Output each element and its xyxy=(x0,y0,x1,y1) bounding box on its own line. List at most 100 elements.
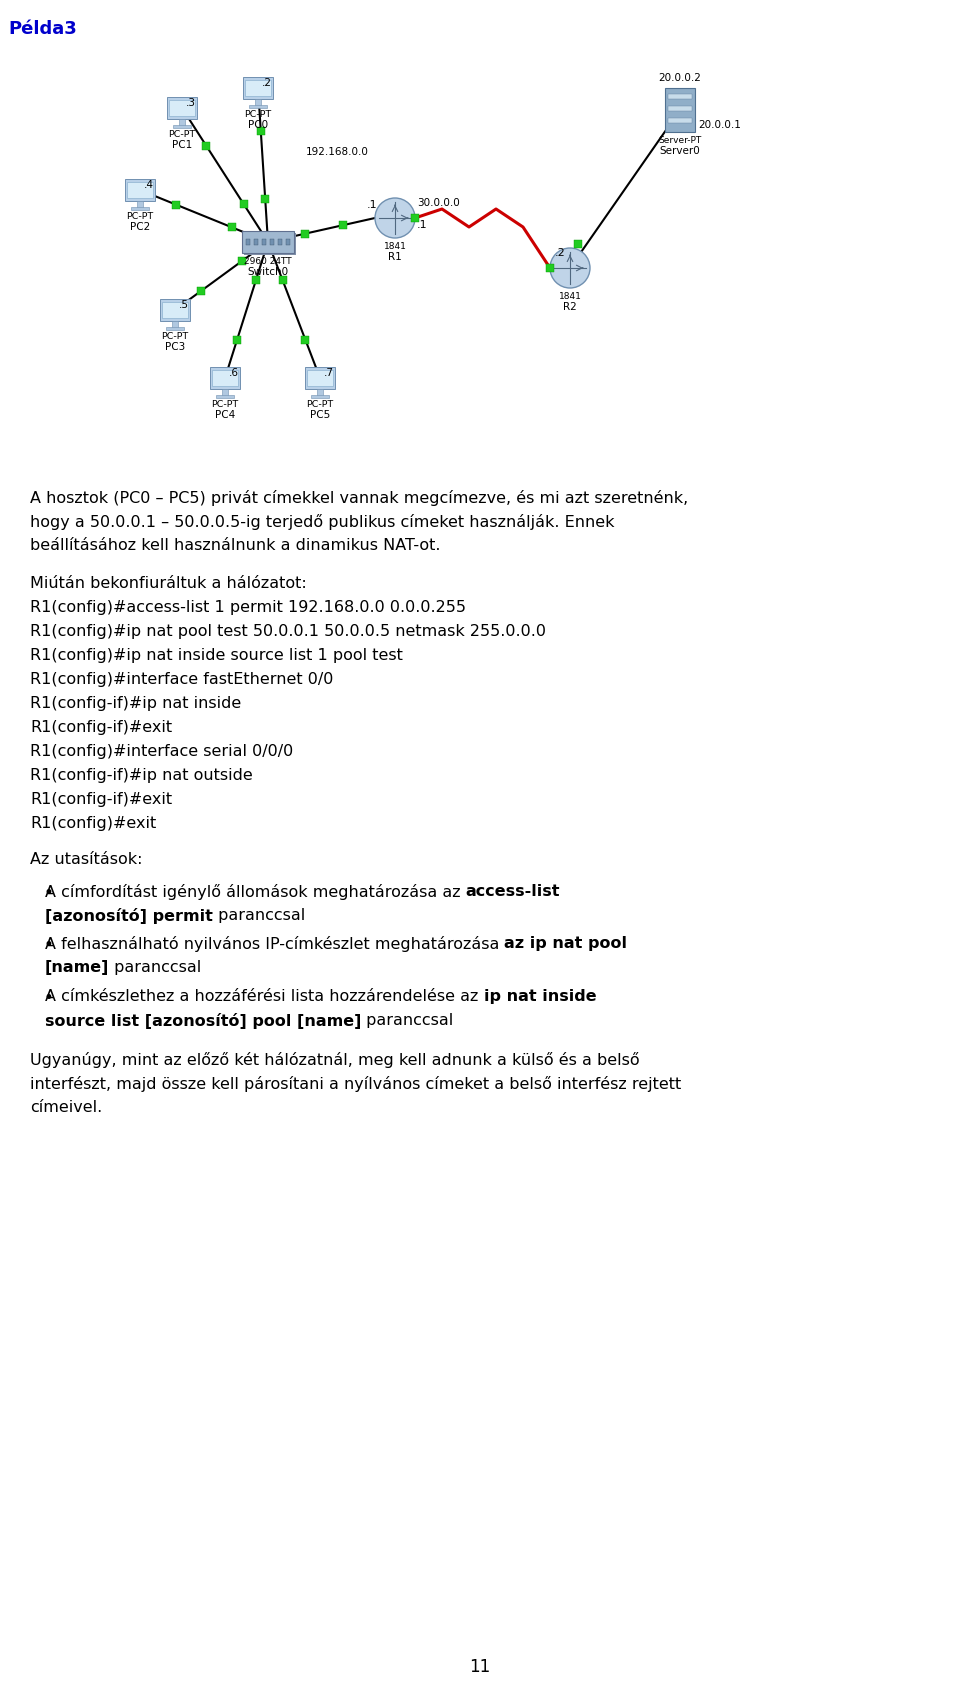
Bar xyxy=(243,78,273,99)
Text: R1(config-if)#exit: R1(config-if)#exit xyxy=(30,721,172,735)
Bar xyxy=(278,239,282,244)
Text: .1: .1 xyxy=(417,221,427,229)
Bar xyxy=(216,394,234,398)
Bar xyxy=(167,98,197,120)
Text: Ugyanúgy, mint az előző két hálózatnál, meg kell adnunk a külső és a belső: Ugyanúgy, mint az előző két hálózatnál, … xyxy=(30,1051,639,1068)
Text: R2: R2 xyxy=(564,302,577,312)
Text: az ip nat pool: az ip nat pool xyxy=(505,937,628,952)
Text: PC0: PC0 xyxy=(248,120,268,130)
Text: Switch0: Switch0 xyxy=(248,266,289,276)
Bar xyxy=(137,201,143,207)
Circle shape xyxy=(375,199,415,238)
Bar xyxy=(172,322,178,329)
Text: PC1: PC1 xyxy=(172,140,192,150)
Text: R1(config)#exit: R1(config)#exit xyxy=(30,817,156,831)
Text: R1(config-if)#exit: R1(config-if)#exit xyxy=(30,792,172,807)
Text: paranccsal: paranccsal xyxy=(213,908,305,923)
Bar xyxy=(222,389,228,396)
Text: PC-PT: PC-PT xyxy=(211,399,239,409)
Text: Példa3: Példa3 xyxy=(8,20,77,39)
Text: [name]: [name] xyxy=(45,960,109,976)
Text: A hosztok (PC0 – PC5) privát címekkel vannak megcímezve, és mi azt szeretnénk,: A hosztok (PC0 – PC5) privát címekkel va… xyxy=(30,490,688,506)
Text: 30.0.0.0: 30.0.0.0 xyxy=(417,199,460,207)
Text: R1(config)#interface fastEthernet 0/0: R1(config)#interface fastEthernet 0/0 xyxy=(30,672,333,687)
Text: •: • xyxy=(44,989,54,1008)
Text: .6: .6 xyxy=(228,367,239,377)
Text: PC4: PC4 xyxy=(215,409,235,420)
Bar xyxy=(305,367,335,389)
Bar xyxy=(270,239,274,244)
Bar xyxy=(173,125,191,128)
Text: 1841: 1841 xyxy=(559,292,582,302)
Bar xyxy=(249,104,267,108)
Text: .2: .2 xyxy=(262,78,272,88)
Text: .2: .2 xyxy=(555,248,565,258)
Text: .1: .1 xyxy=(367,201,377,211)
Text: paranccsal: paranccsal xyxy=(109,960,202,976)
Bar xyxy=(210,367,240,389)
Text: Az utasítások:: Az utasítások: xyxy=(30,853,142,868)
Text: PC-PT: PC-PT xyxy=(168,130,196,138)
Text: .3: .3 xyxy=(186,98,196,108)
Text: .4: .4 xyxy=(144,180,154,190)
Text: címeivel.: címeivel. xyxy=(30,1100,103,1114)
Bar xyxy=(179,120,185,126)
Text: beállításához kell használnunk a dinamikus NAT-ot.: beállításához kell használnunk a dinami… xyxy=(30,538,441,553)
Bar xyxy=(244,233,296,254)
Text: R1(config)#interface serial 0/0/0: R1(config)#interface serial 0/0/0 xyxy=(30,745,293,760)
Text: R1(config)#ip nat pool test 50.0.0.1 50.0.0.5 netmask 255.0.0.0: R1(config)#ip nat pool test 50.0.0.1 50.… xyxy=(30,625,546,639)
Text: PC-PT: PC-PT xyxy=(127,212,154,221)
Bar xyxy=(668,106,692,111)
Bar xyxy=(668,118,692,123)
Text: hogy a 50.0.0.1 – 50.0.0.5-ig terjedő publikus címeket használják. Ennek: hogy a 50.0.0.1 – 50.0.0.5-ig terjedő pu… xyxy=(30,514,614,531)
Text: 11: 11 xyxy=(469,1658,491,1677)
Text: [azonosító] permit: [azonosító] permit xyxy=(45,908,213,923)
Text: interfészt, majd össze kell párosítani a nyílvános címeket a belső interfész rej: interfészt, majd össze kell párosítani a… xyxy=(30,1075,682,1092)
Bar xyxy=(160,298,190,322)
Text: R1: R1 xyxy=(388,253,402,261)
Bar xyxy=(255,99,261,106)
Bar xyxy=(169,99,195,116)
Bar xyxy=(286,239,290,244)
Text: access-list: access-list xyxy=(466,883,561,898)
Text: PC2: PC2 xyxy=(130,222,150,233)
Bar xyxy=(242,231,294,253)
Bar xyxy=(317,389,323,396)
Bar xyxy=(162,302,188,318)
Bar xyxy=(245,79,271,96)
Bar xyxy=(125,179,155,201)
Text: A címfordítást igénylő állomások meghatározása az: A címfordítást igénylő állomások meghatá… xyxy=(45,883,466,900)
Bar xyxy=(254,239,258,244)
Text: 1841: 1841 xyxy=(384,243,406,251)
Bar xyxy=(166,327,184,330)
Text: R1(config)#ip nat inside source list 1 pool test: R1(config)#ip nat inside source list 1 p… xyxy=(30,649,403,664)
Text: •: • xyxy=(44,883,54,901)
Text: paranccsal: paranccsal xyxy=(361,1013,454,1028)
Bar xyxy=(665,88,695,131)
Text: 20.0.0.2: 20.0.0.2 xyxy=(659,72,702,83)
Text: .7: .7 xyxy=(324,367,334,377)
Circle shape xyxy=(550,248,590,288)
Bar xyxy=(668,94,692,99)
Bar xyxy=(246,239,250,244)
Text: PC-PT: PC-PT xyxy=(161,332,188,340)
Text: ip nat inside: ip nat inside xyxy=(484,989,596,1004)
Text: PC3: PC3 xyxy=(165,342,185,352)
Text: source list [azonosító] pool [name]: source list [azonosító] pool [name] xyxy=(45,1013,361,1030)
Text: PC5: PC5 xyxy=(310,409,330,420)
Text: A felhasználható nyilvános IP-címkészlet meghatározása: A felhasználható nyilvános IP-címkészlet… xyxy=(45,937,505,952)
Bar xyxy=(212,371,238,386)
Text: 2960 24TT: 2960 24TT xyxy=(244,258,292,266)
Bar xyxy=(262,239,266,244)
Text: Miútán bekonfiuráltuk a hálózatot:: Miútán bekonfiuráltuk a hálózatot: xyxy=(30,576,307,591)
Bar xyxy=(127,182,153,199)
Text: R1(config-if)#ip nat inside: R1(config-if)#ip nat inside xyxy=(30,696,241,711)
Text: 20.0.0.1: 20.0.0.1 xyxy=(698,120,741,130)
Text: R1(config-if)#ip nat outside: R1(config-if)#ip nat outside xyxy=(30,768,252,784)
Text: R1(config)#access-list 1 permit 192.168.0.0 0.0.0.255: R1(config)#access-list 1 permit 192.168.… xyxy=(30,600,466,615)
Bar xyxy=(131,207,149,211)
Text: PC-PT: PC-PT xyxy=(306,399,334,409)
Bar xyxy=(311,394,329,398)
Text: Server-PT: Server-PT xyxy=(659,136,702,145)
Text: .5: .5 xyxy=(179,300,189,310)
